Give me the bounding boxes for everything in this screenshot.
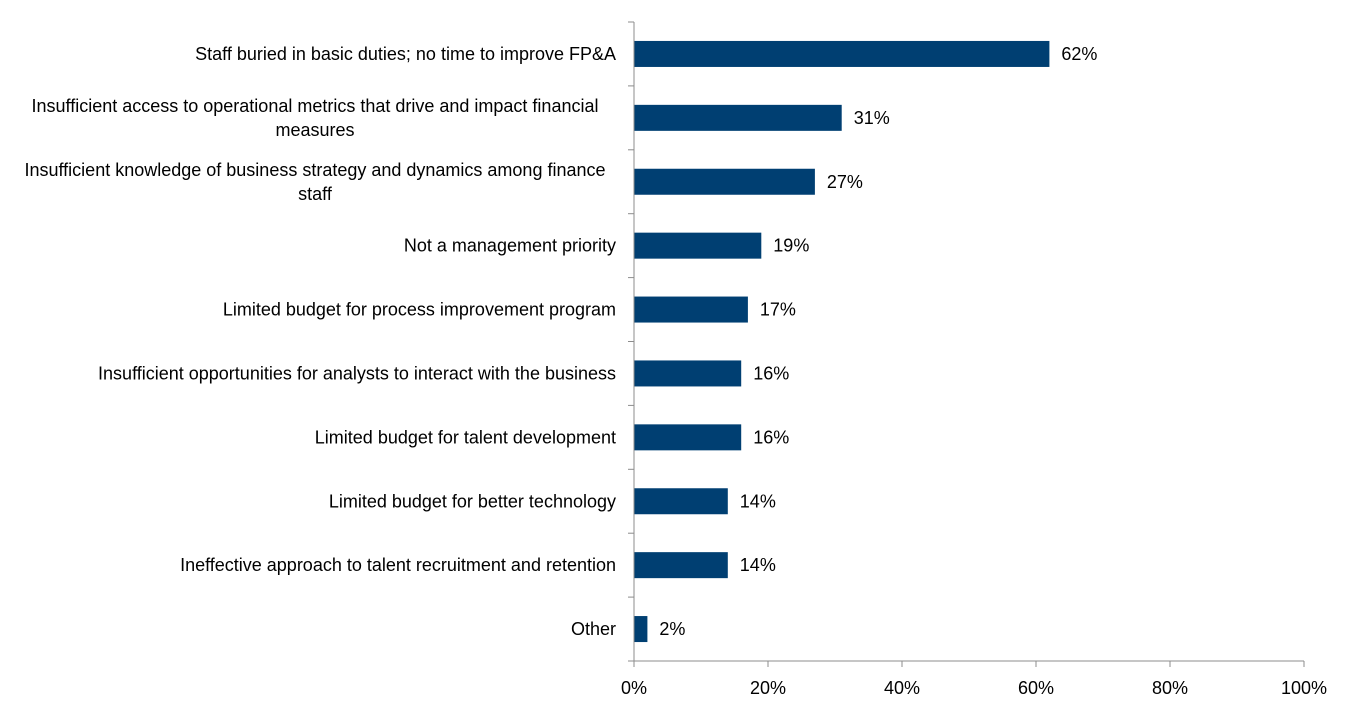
- category-label-4: Limited budget for process improvement p…: [223, 300, 616, 320]
- x-tick-label-2: 40%: [884, 678, 920, 698]
- category-label-1: Insufficient access to operational metri…: [32, 96, 599, 140]
- category-label-4-line-0: Limited budget for process improvement p…: [223, 300, 616, 320]
- bars-group: [634, 40, 1050, 643]
- x-tick-label-5: 100%: [1281, 678, 1327, 698]
- x-tick-label-4: 80%: [1152, 678, 1188, 698]
- bar-3: [634, 232, 762, 259]
- category-label-6: Limited budget for talent development: [315, 427, 616, 447]
- x-tick-labels-group: 0% 20% 40% 60% 80% 100%: [621, 678, 1327, 698]
- category-label-8-line-0: Ineffective approach to talent recruitme…: [180, 555, 616, 575]
- category-label-9: Other: [571, 619, 616, 639]
- data-label-6: 16%: [753, 427, 789, 447]
- category-label-7: Limited budget for better technology: [329, 491, 616, 511]
- category-label-1-line-1: measures: [275, 120, 354, 140]
- data-label-4: 17%: [760, 300, 796, 320]
- bar-8: [634, 552, 728, 579]
- category-label-6-line-0: Limited budget for talent development: [315, 427, 616, 447]
- bar-7: [634, 488, 728, 515]
- category-label-8: Ineffective approach to talent recruitme…: [180, 555, 616, 575]
- category-label-3: Not a management priority: [404, 236, 616, 256]
- data-label-9: 2%: [659, 619, 685, 639]
- x-tick-label-3: 60%: [1018, 678, 1054, 698]
- bar-5: [634, 360, 742, 387]
- bar-6: [634, 424, 742, 451]
- category-label-7-line-0: Limited budget for better technology: [329, 491, 616, 511]
- category-label-0-line-0: Staff buried in basic duties; no time to…: [195, 44, 616, 64]
- bar-2: [634, 168, 815, 195]
- data-label-3: 19%: [773, 236, 809, 256]
- bar-4: [634, 296, 748, 323]
- category-label-2-line-0: Insufficient knowledge of business strat…: [24, 160, 605, 180]
- data-labels-group: 62% 31% 27% 19% 17% 16% 16% 14% 14% 2%: [659, 44, 1097, 639]
- data-label-0: 62%: [1061, 44, 1097, 64]
- x-tick-label-1: 20%: [750, 678, 786, 698]
- x-tick-label-0: 0%: [621, 678, 647, 698]
- bar-9: [634, 616, 648, 643]
- category-labels-group: Staff buried in basic duties; no time to…: [24, 44, 616, 639]
- axes-group: [628, 21, 1305, 667]
- data-label-8: 14%: [740, 555, 776, 575]
- bar-1: [634, 104, 842, 131]
- data-label-1: 31%: [854, 108, 890, 128]
- bar-0: [634, 40, 1050, 67]
- category-label-1-line-0: Insufficient access to operational metri…: [32, 96, 599, 116]
- data-label-7: 14%: [740, 491, 776, 511]
- category-label-3-line-0: Not a management priority: [404, 236, 616, 256]
- data-label-2: 27%: [827, 172, 863, 192]
- category-label-5-line-0: Insufficient opportunities for analysts …: [98, 363, 616, 383]
- data-label-5: 16%: [753, 363, 789, 383]
- category-label-0: Staff buried in basic duties; no time to…: [195, 44, 616, 64]
- category-label-9-line-0: Other: [571, 619, 616, 639]
- category-label-5: Insufficient opportunities for analysts …: [98, 363, 616, 383]
- category-label-2-line-1: staff: [298, 184, 333, 204]
- category-label-2: Insufficient knowledge of business strat…: [24, 160, 605, 204]
